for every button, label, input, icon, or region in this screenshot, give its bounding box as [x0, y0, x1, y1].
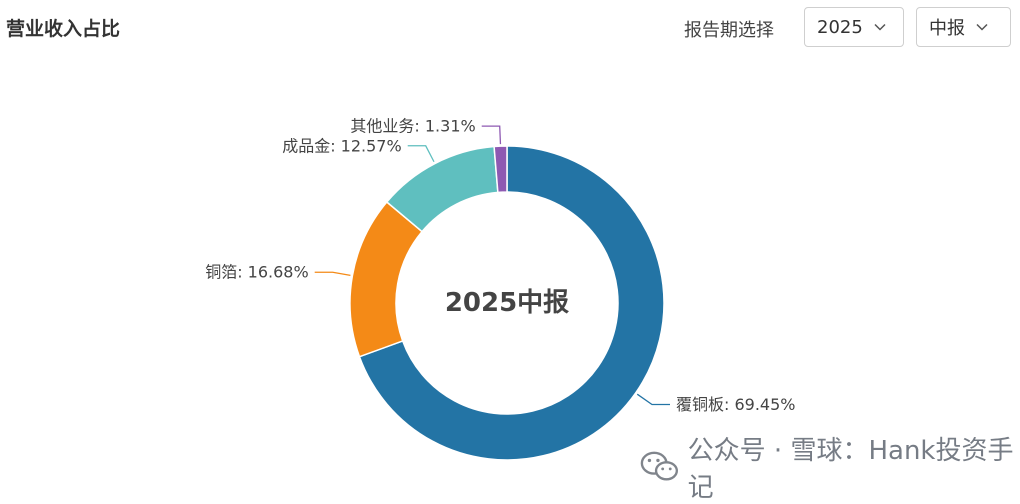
slice-label: 其他业务: 1.31%	[350, 117, 475, 136]
leader-line	[407, 145, 435, 163]
donut-slice[interactable]	[349, 200, 424, 358]
center-label: 2025中报	[445, 287, 569, 318]
donut-slice[interactable]	[493, 145, 508, 194]
chevron-down-icon	[975, 20, 989, 34]
slice-label: 铜箔: 16.68%	[205, 263, 309, 282]
slice-label: 成品金: 12.57%	[282, 136, 402, 155]
donut-slice[interactable]	[358, 145, 665, 461]
period-select[interactable]: 中报	[916, 7, 1011, 47]
slice-label: 覆铜板: 69.45%	[676, 395, 796, 414]
period-select-value: 中报	[929, 18, 965, 39]
leader-line	[481, 125, 502, 145]
year-select[interactable]: 2025	[804, 7, 904, 47]
leader-line	[636, 393, 670, 406]
revenue-donut-chart: 覆铜板: 69.45% 铜箔: 16.68% 成品金: 12.57%其他业务: 1.…	[205, 117, 796, 461]
leader-line	[314, 271, 351, 276]
report-period-label: 报告期选择	[684, 20, 774, 41]
chevron-down-icon	[873, 20, 887, 34]
year-select-value: 2025	[817, 16, 863, 38]
page-title: 营业收入占比	[6, 18, 121, 40]
